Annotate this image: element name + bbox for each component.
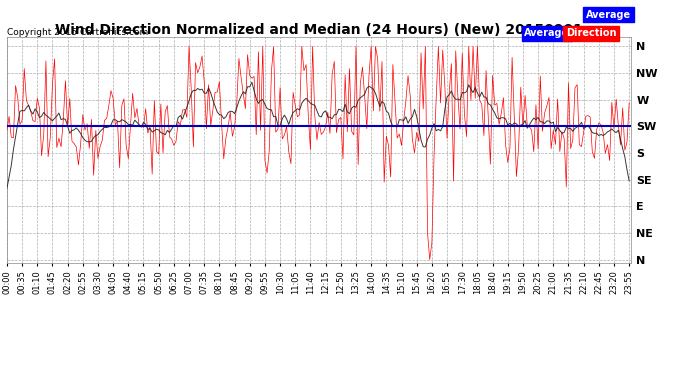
Text: Average: Average [586, 9, 631, 20]
Text: Average: Average [524, 28, 569, 38]
Text: Copyright 2015 Cartronics.com: Copyright 2015 Cartronics.com [7, 28, 148, 37]
Title: Wind Direction Normalized and Median (24 Hours) (New) 20150901: Wind Direction Normalized and Median (24… [55, 24, 583, 38]
Text: Direction: Direction [566, 28, 616, 38]
